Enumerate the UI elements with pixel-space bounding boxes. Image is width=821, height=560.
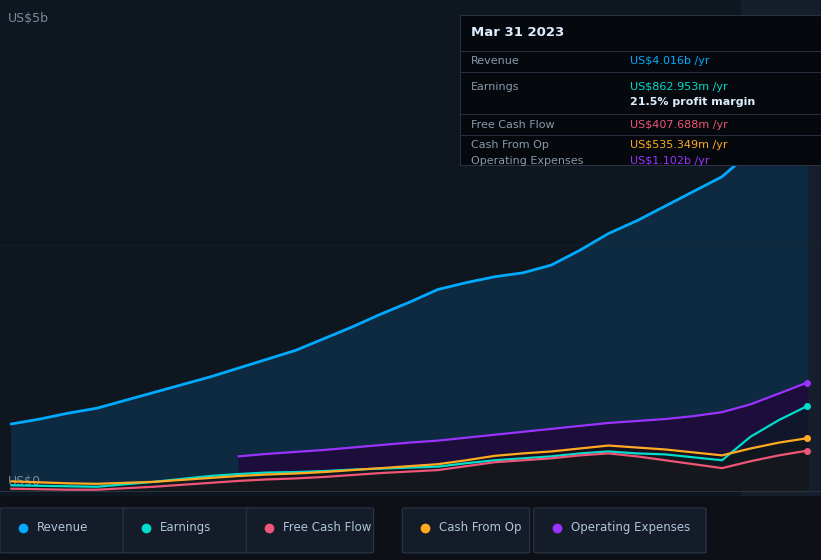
Text: US$0: US$0 bbox=[8, 475, 41, 488]
Text: US$862.953m /yr: US$862.953m /yr bbox=[630, 82, 727, 92]
Text: US$1.102b /yr: US$1.102b /yr bbox=[630, 156, 709, 166]
Text: Cash From Op: Cash From Op bbox=[470, 141, 548, 151]
Text: Cash From Op: Cash From Op bbox=[439, 521, 521, 534]
FancyBboxPatch shape bbox=[246, 508, 374, 553]
FancyBboxPatch shape bbox=[123, 508, 250, 553]
Text: US$4.016b /yr: US$4.016b /yr bbox=[630, 57, 709, 67]
Text: US$535.349m /yr: US$535.349m /yr bbox=[630, 141, 727, 151]
Text: Earnings: Earnings bbox=[470, 82, 520, 92]
Text: 21.5% profit margin: 21.5% profit margin bbox=[630, 97, 755, 107]
Text: Earnings: Earnings bbox=[160, 521, 212, 534]
Text: Free Cash Flow: Free Cash Flow bbox=[470, 119, 554, 129]
Text: Operating Expenses: Operating Expenses bbox=[470, 156, 583, 166]
FancyBboxPatch shape bbox=[402, 508, 530, 553]
Text: Mar 31 2023: Mar 31 2023 bbox=[470, 26, 564, 40]
Text: Revenue: Revenue bbox=[470, 57, 520, 67]
Text: Operating Expenses: Operating Expenses bbox=[571, 521, 690, 534]
Bar bbox=[741, 0, 819, 496]
Text: US$407.688m /yr: US$407.688m /yr bbox=[630, 119, 727, 129]
Text: US$5b: US$5b bbox=[8, 12, 49, 25]
Text: Revenue: Revenue bbox=[37, 521, 89, 534]
FancyBboxPatch shape bbox=[0, 508, 127, 553]
Text: Free Cash Flow: Free Cash Flow bbox=[283, 521, 372, 534]
FancyBboxPatch shape bbox=[534, 508, 706, 553]
